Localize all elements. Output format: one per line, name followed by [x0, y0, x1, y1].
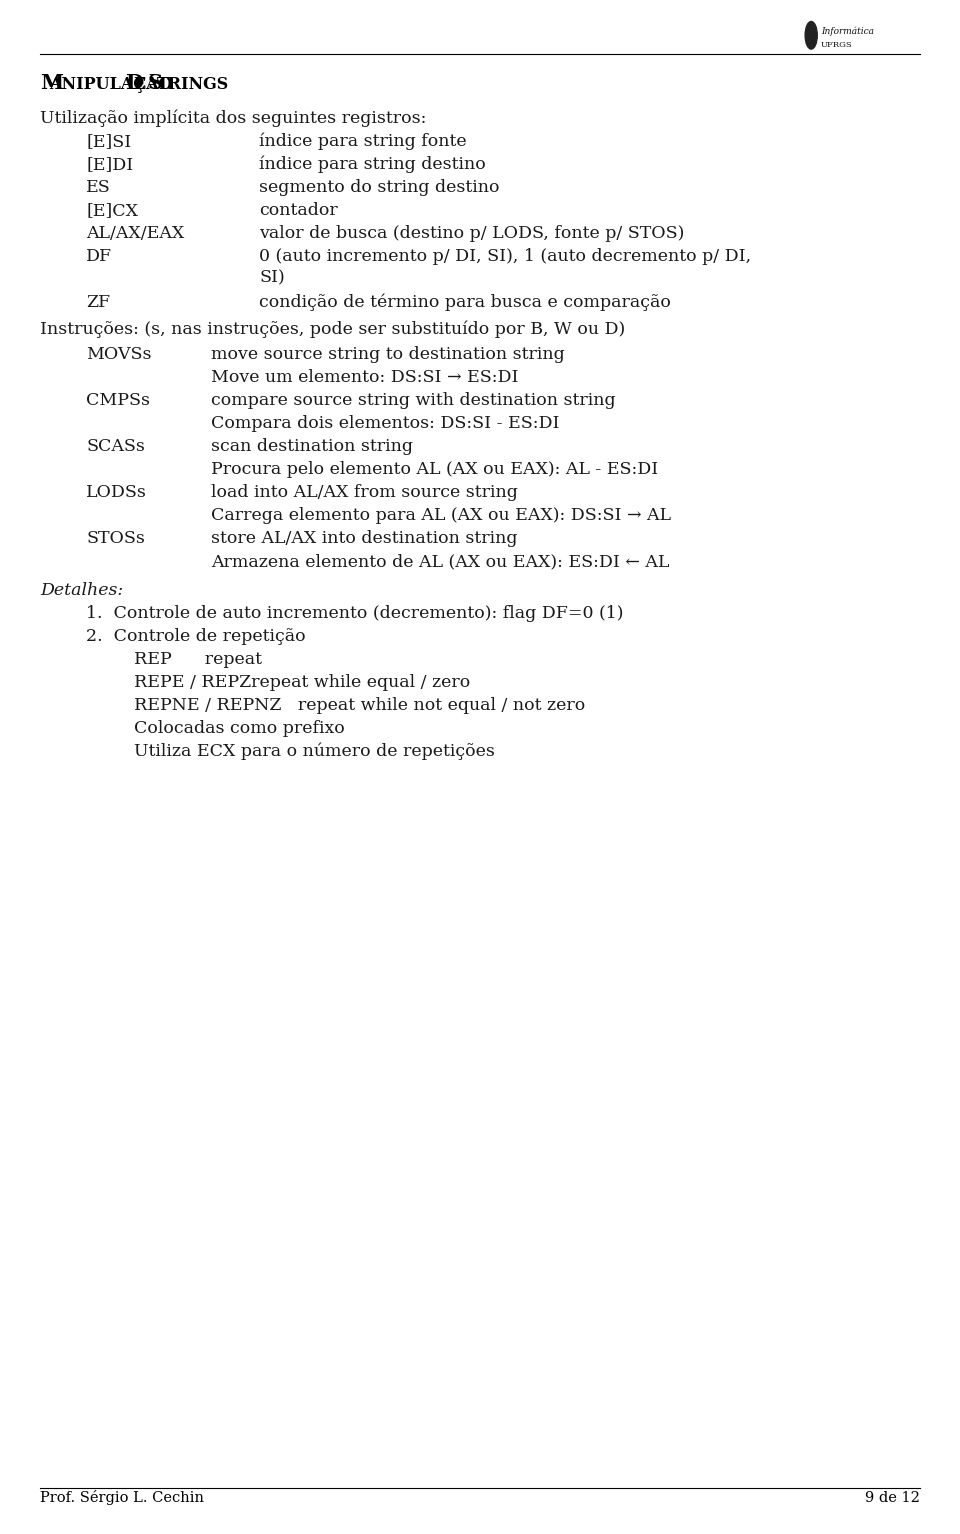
Text: compare source string with destination string: compare source string with destination s…	[211, 393, 615, 410]
Text: Armazena elemento de AL (AX ou EAX): ES:DI ← AL: Armazena elemento de AL (AX ou EAX): ES:…	[211, 554, 669, 571]
Text: índice para string destino: índice para string destino	[259, 155, 486, 173]
Text: [E]DI: [E]DI	[86, 156, 133, 173]
Text: scan destination string: scan destination string	[211, 439, 413, 456]
Text: REPNE / REPNZ   repeat while not equal / not zero: REPNE / REPNZ repeat while not equal / n…	[134, 698, 586, 715]
Text: Utiliza ECX para o número de repetições: Utiliza ECX para o número de repetições	[134, 742, 495, 761]
Text: SCASs: SCASs	[86, 439, 145, 456]
Text: contador: contador	[259, 202, 338, 219]
Text: ZF: ZF	[86, 295, 110, 311]
Text: store AL/AX into destination string: store AL/AX into destination string	[211, 531, 517, 548]
Text: Procura pelo elemento AL (AX ou EAX): AL - ES:DI: Procura pelo elemento AL (AX ou EAX): AL…	[211, 462, 659, 479]
Text: valor de busca (destino p/ LODS, fonte p/ STOS): valor de busca (destino p/ LODS, fonte p…	[259, 225, 684, 242]
Text: Detalhes:: Detalhes:	[40, 583, 124, 600]
Text: E: E	[134, 77, 152, 94]
Text: Compara dois elementos: DS:SI - ES:DI: Compara dois elementos: DS:SI - ES:DI	[211, 416, 560, 433]
Text: CMPSs: CMPSs	[86, 393, 151, 410]
Text: D: D	[125, 74, 143, 94]
Text: LODSs: LODSs	[86, 485, 147, 502]
Text: Move um elemento: DS:SI → ES:DI: Move um elemento: DS:SI → ES:DI	[211, 370, 518, 387]
Text: Colocadas como prefixo: Colocadas como prefixo	[134, 721, 346, 738]
Text: TRINGS: TRINGS	[157, 77, 229, 94]
Text: ES: ES	[86, 179, 111, 196]
Text: [E]SI: [E]SI	[86, 133, 132, 150]
Text: índice para string fonte: índice para string fonte	[259, 132, 467, 150]
Text: Informática: Informática	[821, 26, 874, 35]
Text: segmento do string destino: segmento do string destino	[259, 179, 500, 196]
Text: 0 (auto incremento p/ DI, SI), 1 (auto decremento p/ DI,: 0 (auto incremento p/ DI, SI), 1 (auto d…	[259, 249, 752, 265]
Text: REPE / REPZrepeat while equal / zero: REPE / REPZrepeat while equal / zero	[134, 675, 470, 692]
Text: load into AL/AX from source string: load into AL/AX from source string	[211, 485, 518, 502]
Text: condição de término para busca e comparação: condição de término para busca e compara…	[259, 293, 671, 311]
Text: Prof. Sérgio L. Cechin: Prof. Sérgio L. Cechin	[40, 1490, 204, 1505]
Text: Utilização implícita dos seguintes registros:: Utilização implícita dos seguintes regis…	[40, 109, 426, 127]
Text: STOSs: STOSs	[86, 531, 145, 548]
Text: ANIPULAÇÃO: ANIPULAÇÃO	[49, 74, 179, 94]
Text: 1.  Controle de auto incremento (decremento): flag DF=0 (1): 1. Controle de auto incremento (decremen…	[86, 606, 624, 623]
Text: Instruções: (s, nas instruções, pode ser substituído por B, W ou D): Instruções: (s, nas instruções, pode ser…	[40, 321, 626, 339]
Text: MOVSs: MOVSs	[86, 347, 152, 364]
Text: M: M	[40, 74, 63, 94]
Text: [E]CX: [E]CX	[86, 202, 138, 219]
Text: SI): SI)	[259, 270, 285, 287]
Text: DF: DF	[86, 249, 112, 265]
Text: 9 de 12: 9 de 12	[865, 1491, 920, 1505]
Text: AL/AX/EAX: AL/AX/EAX	[86, 225, 184, 242]
Text: Carrega elemento para AL (AX ou EAX): DS:SI → AL: Carrega elemento para AL (AX ou EAX): DS…	[211, 508, 671, 525]
Text: UFRGS: UFRGS	[821, 41, 852, 49]
Text: REP      repeat: REP repeat	[134, 652, 262, 669]
Ellipse shape	[805, 21, 817, 49]
Text: S: S	[148, 74, 163, 94]
Text: 2.  Controle de repetição: 2. Controle de repetição	[86, 629, 306, 646]
Text: move source string to destination string: move source string to destination string	[211, 347, 564, 364]
